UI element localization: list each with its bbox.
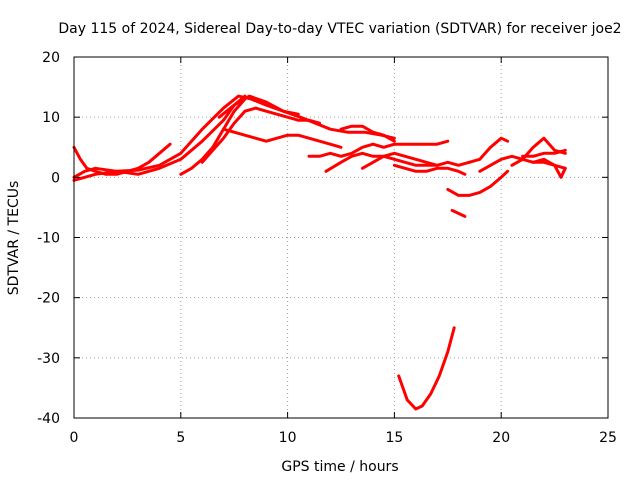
- x-tick-label: 10: [279, 430, 297, 446]
- x-tick-label: 15: [385, 430, 403, 446]
- y-tick-label: -10: [37, 231, 60, 247]
- series-line-arc-4: [179, 97, 247, 176]
- series-line-arc-20: [531, 157, 567, 179]
- x-tick-label: 0: [70, 430, 79, 446]
- series-line-arc-1: [72, 142, 172, 176]
- series-line-arc-13: [446, 169, 510, 197]
- y-axis-label: SDTVAR / TECUs: [6, 181, 22, 296]
- series-line-arc-6: [217, 94, 396, 140]
- series-line-arc-7: [222, 127, 343, 149]
- y-tick-label: -20: [37, 291, 60, 307]
- series-line-arc-17: [467, 136, 510, 164]
- series-line-arc-14: [450, 208, 467, 218]
- series-line-arc-5: [200, 106, 322, 164]
- series-line-arc-9: [324, 151, 471, 173]
- series-line-arc-3: [72, 94, 247, 182]
- series-line-arc-2: [72, 94, 300, 179]
- y-tick-label: -40: [37, 411, 60, 427]
- y-tick-label: 0: [51, 170, 60, 186]
- axis-ticks: 0 5 10 15 20 25 -40 -30 -20 -10 0 10 20: [37, 50, 617, 446]
- y-tick-label: 20: [42, 50, 60, 66]
- series-line-arc-15: [397, 326, 456, 411]
- series-line-arc-12: [392, 163, 467, 176]
- y-tick-label: 10: [42, 110, 60, 126]
- series-group: [72, 94, 567, 411]
- x-tick-label: 20: [492, 430, 510, 446]
- y-tick-label: -30: [37, 351, 60, 367]
- series-line-arc-11: [360, 151, 439, 170]
- grid: [74, 57, 608, 418]
- series-line-arc-8: [307, 139, 450, 158]
- series-line-arc-18: [510, 136, 567, 167]
- x-tick-label: 5: [176, 430, 185, 446]
- chart-title: Day 115 of 2024, Sidereal Day-to-day VTE…: [58, 21, 621, 37]
- series-line-arc-10: [339, 124, 396, 143]
- x-axis-label: GPS time / hours: [281, 459, 398, 475]
- series-line-arc-19: [521, 148, 567, 158]
- x-tick-label: 25: [599, 430, 617, 446]
